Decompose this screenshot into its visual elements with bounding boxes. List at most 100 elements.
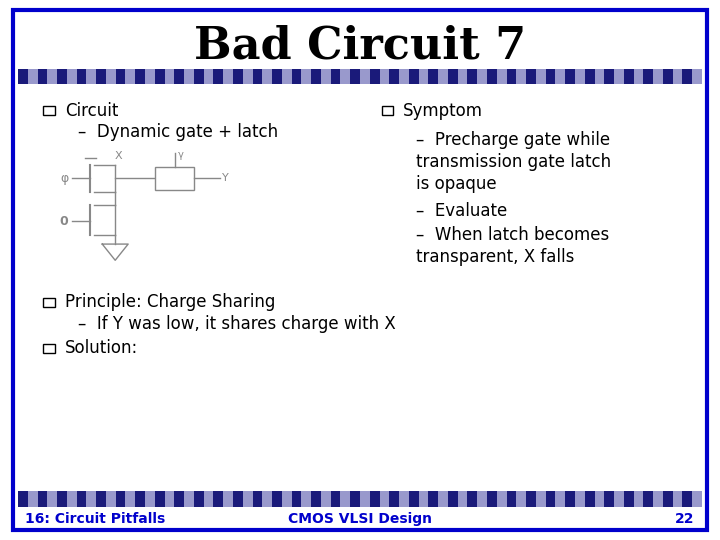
Bar bbox=[135, 69, 145, 84]
Bar bbox=[516, 69, 526, 84]
Bar bbox=[67, 491, 76, 507]
Text: Circuit: Circuit bbox=[65, 102, 118, 120]
Bar bbox=[86, 69, 96, 84]
Bar bbox=[165, 69, 174, 84]
Bar bbox=[116, 69, 125, 84]
Bar bbox=[302, 69, 311, 84]
Bar bbox=[653, 491, 663, 507]
Bar bbox=[399, 69, 409, 84]
Bar bbox=[145, 69, 155, 84]
Bar bbox=[282, 69, 292, 84]
Bar bbox=[595, 491, 604, 507]
Bar bbox=[428, 69, 438, 84]
Text: 0: 0 bbox=[60, 215, 68, 228]
Bar bbox=[575, 491, 585, 507]
Bar bbox=[438, 491, 448, 507]
Bar bbox=[106, 69, 116, 84]
Bar bbox=[692, 69, 702, 84]
Bar bbox=[614, 69, 624, 84]
Text: –  Precharge gate while: – Precharge gate while bbox=[416, 131, 611, 150]
Bar bbox=[546, 491, 555, 507]
Text: φ: φ bbox=[60, 172, 68, 185]
Bar bbox=[321, 69, 330, 84]
Text: Symptom: Symptom bbox=[403, 102, 483, 120]
Bar bbox=[213, 69, 223, 84]
Bar bbox=[624, 491, 634, 507]
Text: CMOS VLSI Design: CMOS VLSI Design bbox=[288, 512, 432, 526]
Bar bbox=[370, 491, 379, 507]
Text: Bad Circuit 7: Bad Circuit 7 bbox=[194, 24, 526, 68]
FancyBboxPatch shape bbox=[13, 10, 707, 530]
Bar bbox=[194, 69, 204, 84]
Bar bbox=[382, 106, 393, 115]
Bar bbox=[272, 69, 282, 84]
Bar bbox=[546, 69, 555, 84]
Bar bbox=[155, 491, 165, 507]
Text: 16: Circuit Pitfalls: 16: Circuit Pitfalls bbox=[25, 512, 166, 526]
Bar bbox=[379, 491, 390, 507]
Bar bbox=[302, 491, 311, 507]
Bar bbox=[467, 491, 477, 507]
Bar bbox=[125, 491, 135, 507]
Bar bbox=[390, 491, 399, 507]
Bar bbox=[37, 69, 48, 84]
Bar bbox=[223, 69, 233, 84]
Bar bbox=[18, 491, 28, 507]
Bar bbox=[458, 69, 467, 84]
Bar bbox=[507, 491, 516, 507]
Bar bbox=[487, 69, 497, 84]
Text: Y: Y bbox=[222, 173, 228, 183]
Text: –  Dynamic gate + latch: – Dynamic gate + latch bbox=[78, 123, 278, 141]
Bar bbox=[223, 491, 233, 507]
Bar bbox=[555, 69, 565, 84]
Bar bbox=[497, 69, 507, 84]
Bar bbox=[390, 69, 399, 84]
Bar bbox=[418, 69, 428, 84]
Text: X: X bbox=[115, 151, 122, 160]
Bar bbox=[595, 69, 604, 84]
Bar bbox=[653, 69, 663, 84]
Text: Principle: Charge Sharing: Principle: Charge Sharing bbox=[65, 293, 275, 312]
Bar bbox=[174, 69, 184, 84]
Bar bbox=[253, 69, 262, 84]
Bar bbox=[438, 69, 448, 84]
Bar bbox=[409, 491, 418, 507]
Bar bbox=[43, 298, 55, 307]
Bar bbox=[43, 344, 55, 353]
Bar bbox=[282, 491, 292, 507]
Bar bbox=[253, 491, 262, 507]
Bar bbox=[76, 491, 86, 507]
Bar bbox=[360, 69, 370, 84]
Bar bbox=[507, 69, 516, 84]
Bar bbox=[311, 69, 321, 84]
Text: –  Evaluate: – Evaluate bbox=[416, 201, 508, 220]
Bar bbox=[487, 491, 497, 507]
Bar bbox=[155, 167, 194, 190]
Bar bbox=[330, 491, 341, 507]
Bar bbox=[145, 491, 155, 507]
Bar bbox=[536, 69, 546, 84]
Bar bbox=[350, 69, 360, 84]
Bar bbox=[536, 491, 546, 507]
Text: transparent, X falls: transparent, X falls bbox=[416, 247, 575, 266]
Bar bbox=[428, 491, 438, 507]
Bar bbox=[262, 69, 272, 84]
Bar bbox=[418, 491, 428, 507]
Bar bbox=[321, 491, 330, 507]
Bar bbox=[585, 69, 595, 84]
Bar bbox=[565, 491, 575, 507]
Bar bbox=[683, 491, 692, 507]
Bar bbox=[48, 491, 57, 507]
Bar bbox=[155, 69, 165, 84]
Bar bbox=[458, 491, 467, 507]
Bar bbox=[135, 491, 145, 507]
Bar bbox=[86, 491, 96, 507]
Bar bbox=[604, 69, 614, 84]
Bar bbox=[292, 491, 302, 507]
Text: –  When latch becomes: – When latch becomes bbox=[416, 226, 609, 244]
Bar bbox=[48, 69, 57, 84]
Bar bbox=[448, 491, 458, 507]
Bar bbox=[204, 491, 213, 507]
Bar bbox=[555, 491, 565, 507]
Bar bbox=[663, 69, 672, 84]
